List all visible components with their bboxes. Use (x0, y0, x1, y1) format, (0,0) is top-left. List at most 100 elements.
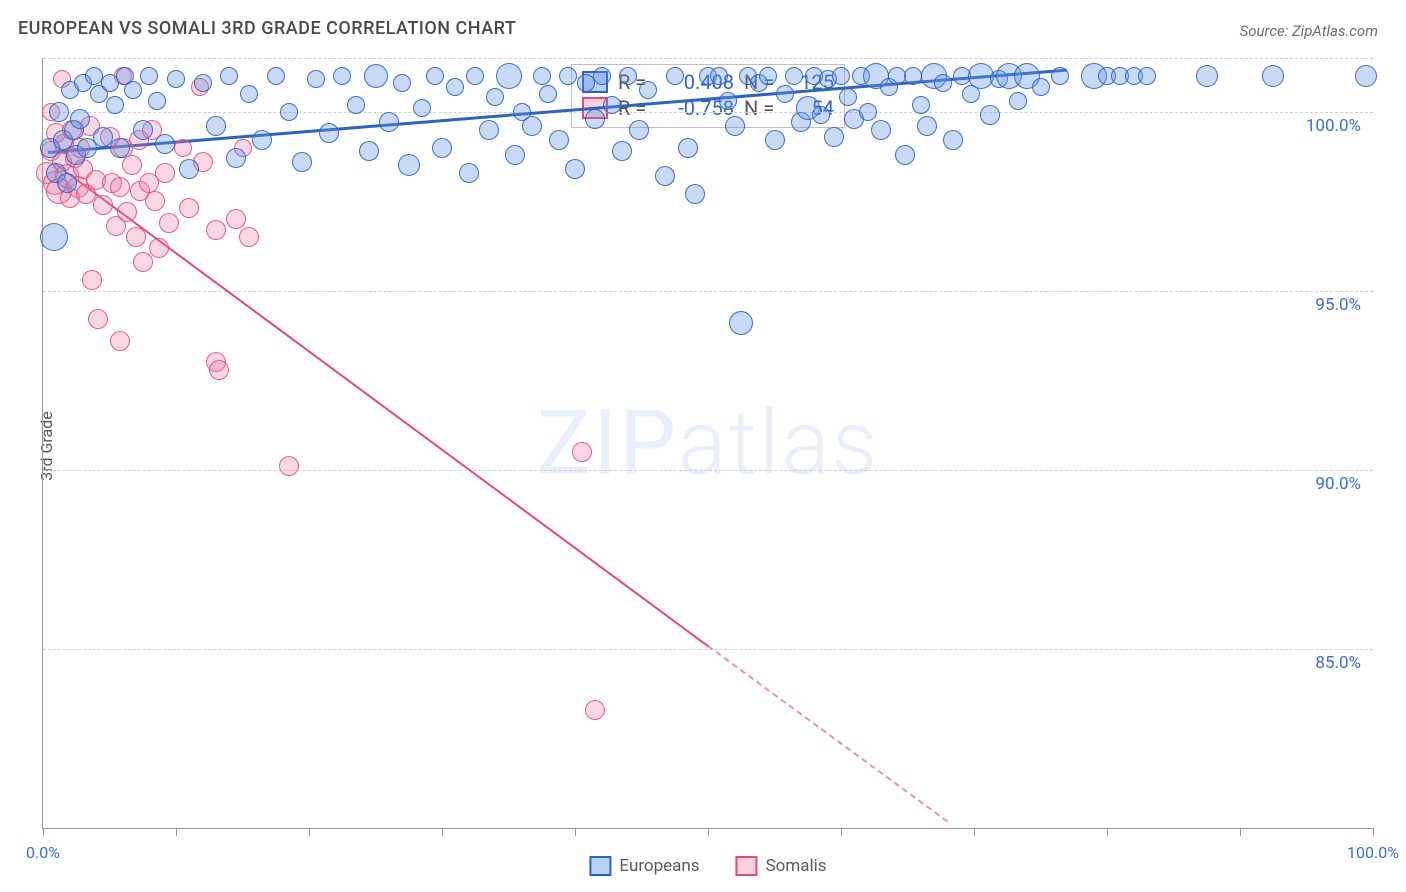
data-point (522, 116, 542, 136)
data-point (155, 163, 175, 183)
data-point (685, 184, 705, 204)
data-point (678, 138, 698, 158)
watermark-bold: ZIP (537, 391, 678, 496)
data-point (666, 67, 684, 85)
data-point (895, 145, 915, 165)
data-point (159, 213, 179, 233)
trendline (53, 162, 709, 647)
data-point (140, 67, 158, 85)
data-point (719, 92, 737, 110)
y-tick-label: 100.0% (1306, 116, 1361, 136)
x-tick (43, 828, 44, 836)
data-point (209, 360, 229, 380)
data-point (347, 96, 365, 114)
legend-item-europeans: Europeans (589, 856, 699, 876)
data-point (149, 238, 169, 258)
y-tick-label: 85.0% (1315, 653, 1361, 673)
watermark: ZIPatlas (537, 391, 879, 496)
data-point (1009, 92, 1027, 110)
data-point (1355, 65, 1377, 87)
data-point (629, 120, 649, 140)
y-tick-label: 90.0% (1315, 474, 1361, 494)
data-point (539, 85, 557, 103)
plot-area: ZIPatlas R = 0.408 N = 125 R = -0.758 N … (42, 58, 1373, 829)
data-point (110, 177, 130, 197)
data-point (1051, 67, 1069, 85)
data-point (496, 63, 522, 89)
data-point (359, 141, 379, 161)
data-point (612, 141, 632, 161)
data-point (292, 152, 312, 172)
data-point (126, 227, 146, 247)
data-point (1196, 65, 1218, 87)
data-point (859, 103, 877, 121)
data-point (110, 138, 130, 158)
data-point (240, 85, 258, 103)
x-tick (176, 828, 177, 836)
data-point (619, 67, 637, 85)
legend-item-somalis: Somalis (736, 856, 827, 876)
data-point (759, 67, 777, 85)
data-point (549, 130, 569, 150)
data-point (943, 130, 963, 150)
data-point (179, 198, 199, 218)
x-tick-label: 0.0% (26, 843, 60, 862)
data-point (639, 81, 657, 99)
data-point (307, 70, 325, 88)
data-point (593, 67, 611, 85)
data-point (785, 67, 803, 85)
data-point (1032, 78, 1050, 96)
data-point (110, 331, 130, 351)
data-point (459, 163, 479, 183)
data-point (124, 81, 142, 99)
data-point (446, 78, 464, 96)
legend-swatch-somalis-icon (736, 856, 758, 876)
chart-title: EUROPEAN VS SOMALI 3RD GRADE CORRELATION… (18, 18, 516, 39)
data-point (426, 67, 444, 85)
x-tick-label: 100.0% (1347, 843, 1399, 862)
data-point (279, 456, 299, 476)
x-tick (442, 828, 443, 836)
gridline (43, 112, 1373, 113)
x-tick (708, 828, 709, 836)
x-tick (1107, 828, 1108, 836)
r-label: R = (618, 96, 652, 120)
legend-label-somalis: Somalis (766, 856, 827, 876)
data-point (486, 88, 504, 106)
data-point (572, 442, 592, 462)
legend-bottom: Europeans Somalis (589, 856, 826, 876)
data-point (917, 116, 937, 136)
data-point (148, 92, 166, 110)
data-point (1262, 65, 1284, 87)
data-point (167, 70, 185, 88)
gridline (43, 649, 1373, 650)
data-point (765, 130, 785, 150)
data-point (133, 120, 153, 140)
data-point (505, 145, 525, 165)
data-point (106, 96, 124, 114)
data-point (871, 120, 891, 140)
data-point (280, 103, 298, 121)
data-point (194, 74, 212, 92)
data-point (174, 139, 192, 157)
data-point (145, 191, 165, 211)
trendline (707, 646, 948, 823)
data-point (82, 270, 102, 290)
data-point (267, 67, 285, 85)
data-point (226, 148, 246, 168)
x-tick (841, 828, 842, 836)
data-point (912, 96, 930, 114)
data-point (88, 309, 108, 329)
data-point (226, 209, 246, 229)
data-point (220, 67, 238, 85)
data-point (117, 202, 137, 222)
data-point (479, 120, 499, 140)
n-label: N = (744, 96, 778, 120)
data-point (832, 67, 850, 85)
data-point (603, 96, 621, 114)
data-point (70, 109, 90, 129)
data-point (812, 106, 830, 124)
chart-container: EUROPEAN VS SOMALI 3RD GRADE CORRELATION… (0, 0, 1406, 892)
data-point (655, 166, 675, 186)
data-point (364, 64, 388, 88)
